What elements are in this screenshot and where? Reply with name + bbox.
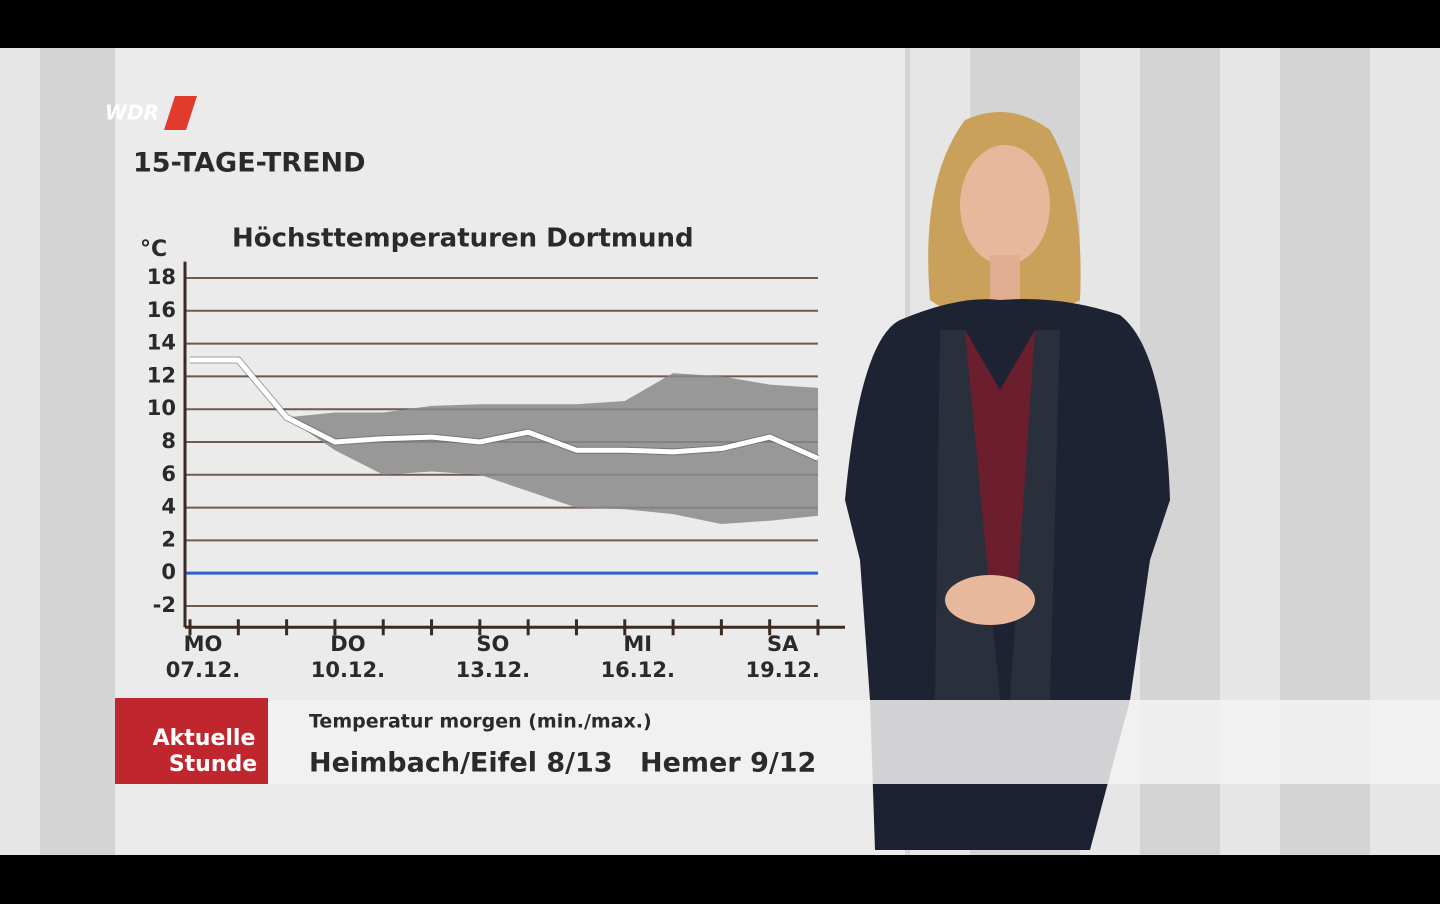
ticker-badge xyxy=(115,698,268,784)
y-tick-label: -2 xyxy=(153,593,176,617)
ticker-heading: Temperatur morgen (min./max.) xyxy=(309,711,652,733)
x-tick-weekday: DO xyxy=(330,632,365,656)
x-tick-weekday: SO xyxy=(476,632,509,656)
logo: WDR xyxy=(105,101,159,125)
x-tick-label: 19.12. xyxy=(745,658,819,682)
x-tick-label: 16.12. xyxy=(601,658,675,682)
y-tick-label: 0 xyxy=(161,560,176,584)
chart-heading: 15-TAGE-TREND xyxy=(133,148,366,179)
logo-mark xyxy=(164,96,197,130)
y-tick-label: 10 xyxy=(147,396,176,420)
y-tick-label: 18 xyxy=(147,265,176,289)
ticker-item: Heimbach/Eifel 8/13 xyxy=(309,748,613,779)
ticker-item: Hemer 9/12 xyxy=(640,748,816,779)
x-tick-weekday: MI xyxy=(623,632,652,656)
badge-line: Aktuelle xyxy=(153,726,256,751)
temperature-line xyxy=(190,357,820,461)
chart-title: Höchsttemperaturen Dortmund xyxy=(232,224,694,254)
ticker-bar xyxy=(115,700,1440,784)
y-tick-label: 16 xyxy=(147,298,176,322)
x-tick-weekday: MO xyxy=(184,632,223,656)
y-tick-label: 6 xyxy=(161,462,176,486)
y-axis-label: °C xyxy=(140,237,167,262)
x-tick-weekday: SA xyxy=(767,632,799,656)
x-tick-label: 07.12. xyxy=(166,658,240,682)
badge-line: Stunde xyxy=(169,752,257,777)
y-tick-label: 8 xyxy=(161,429,176,453)
range-band xyxy=(286,373,819,524)
y-tick-label: 14 xyxy=(147,331,176,355)
x-tick-label: 13.12. xyxy=(456,658,530,682)
y-tick-label: 4 xyxy=(161,495,176,519)
x-tick-label: 10.12. xyxy=(311,658,385,682)
y-tick-label: 2 xyxy=(161,527,176,551)
y-tick-label: 12 xyxy=(147,363,176,387)
